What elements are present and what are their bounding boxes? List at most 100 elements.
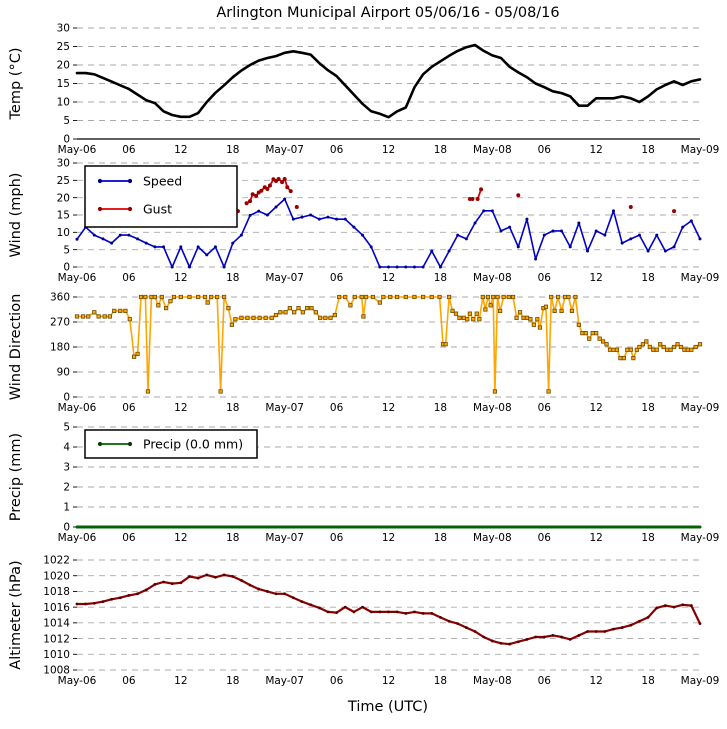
data-marker <box>551 634 555 637</box>
data-marker <box>508 225 512 229</box>
x-tick-label: 12 <box>174 532 187 544</box>
x-tick-label: 06 <box>538 675 552 687</box>
y-tick-label: 5 <box>63 422 70 434</box>
data-marker <box>646 615 650 619</box>
data-marker <box>654 347 659 352</box>
data-marker <box>348 303 353 308</box>
data-marker <box>421 265 425 269</box>
data-marker <box>229 322 234 327</box>
data-marker <box>412 294 417 300</box>
data-marker <box>611 209 615 213</box>
x-tick-label: 12 <box>382 402 395 414</box>
data-marker <box>665 347 670 352</box>
y-tick-label: 1008 <box>43 665 70 677</box>
data-marker <box>326 610 330 614</box>
legend-precip: Precip (0.0 mm) <box>84 429 258 459</box>
data-marker <box>280 180 285 185</box>
data-marker <box>555 294 561 300</box>
data-marker <box>490 209 494 213</box>
data-marker <box>205 300 210 305</box>
data-marker <box>101 600 105 604</box>
y-axis-title-temp: Temp (°C) <box>8 48 24 121</box>
x-tick-label: 06 <box>122 675 136 687</box>
data-marker <box>164 306 169 311</box>
data-marker <box>583 331 588 336</box>
data-marker <box>508 642 512 646</box>
data-marker <box>178 294 183 300</box>
data-marker <box>537 325 543 330</box>
data-marker <box>75 237 79 241</box>
y-tick-label: 0 <box>63 134 70 146</box>
data-marker <box>573 294 578 300</box>
data-marker <box>257 209 261 213</box>
data-marker <box>482 209 486 213</box>
data-marker <box>551 229 555 233</box>
data-marker <box>196 576 200 580</box>
data-marker <box>332 312 337 318</box>
x-tick-label: 06 <box>330 144 344 156</box>
data-marker <box>671 344 677 350</box>
x-tick-label: 12 <box>589 532 602 544</box>
data-marker <box>283 197 287 201</box>
data-marker <box>499 229 503 233</box>
series-altimeter-line <box>75 573 702 646</box>
data-marker <box>202 294 208 300</box>
data-marker <box>421 612 425 615</box>
data-marker <box>288 189 293 194</box>
y-axis-title-wind-direction: Wind Direction <box>8 294 24 401</box>
y-tick-label: 30 <box>57 158 70 170</box>
data-marker <box>697 342 703 347</box>
legend-marker <box>127 441 133 447</box>
data-marker <box>291 596 295 600</box>
data-marker <box>429 294 434 300</box>
data-marker <box>438 265 442 269</box>
x-tick-label: 18 <box>226 144 239 156</box>
data-marker <box>560 229 564 233</box>
data-marker <box>179 581 183 585</box>
data-marker <box>80 314 86 319</box>
data-marker <box>127 317 132 322</box>
data-marker <box>369 610 373 614</box>
data-marker <box>265 187 270 191</box>
data-marker <box>612 627 615 631</box>
data-marker <box>96 314 101 319</box>
x-tick-label: May-09 <box>681 272 720 284</box>
data-marker <box>84 602 88 606</box>
data-marker <box>655 606 659 610</box>
data-marker <box>430 612 434 615</box>
data-marker <box>263 315 268 320</box>
data-marker <box>542 233 546 237</box>
data-marker <box>309 603 313 607</box>
data-marker <box>153 582 157 586</box>
x-tick-label: 12 <box>174 272 187 284</box>
data-marker <box>300 215 304 219</box>
y-axis-title-precip: Precip (mm) <box>8 433 24 521</box>
data-marker <box>651 347 656 352</box>
y-tick-label: 0 <box>63 392 70 404</box>
data-marker <box>309 213 313 217</box>
data-marker <box>221 294 227 300</box>
data-marker <box>196 245 200 249</box>
data-marker <box>92 310 97 315</box>
data-marker <box>681 603 685 607</box>
x-tick-label: 12 <box>382 144 395 156</box>
data-marker <box>534 257 538 261</box>
x-tick-label: 06 <box>330 272 344 284</box>
data-marker <box>259 188 264 193</box>
data-marker <box>524 315 530 320</box>
data-marker <box>250 192 255 197</box>
y-tick-label: 0 <box>63 522 70 534</box>
data-marker <box>377 300 382 305</box>
data-marker <box>323 315 328 320</box>
x-tick-label: 12 <box>589 272 602 284</box>
data-marker <box>577 221 581 225</box>
x-tick-label: May-06 <box>58 272 97 284</box>
x-tick-label: 12 <box>382 272 395 284</box>
y-tick-label: 1020 <box>43 570 70 582</box>
data-marker <box>668 347 673 352</box>
data-marker <box>559 308 564 313</box>
data-marker <box>620 626 624 629</box>
data-marker <box>283 592 287 596</box>
data-marker <box>663 604 667 607</box>
x-tick-label: 12 <box>589 402 602 414</box>
